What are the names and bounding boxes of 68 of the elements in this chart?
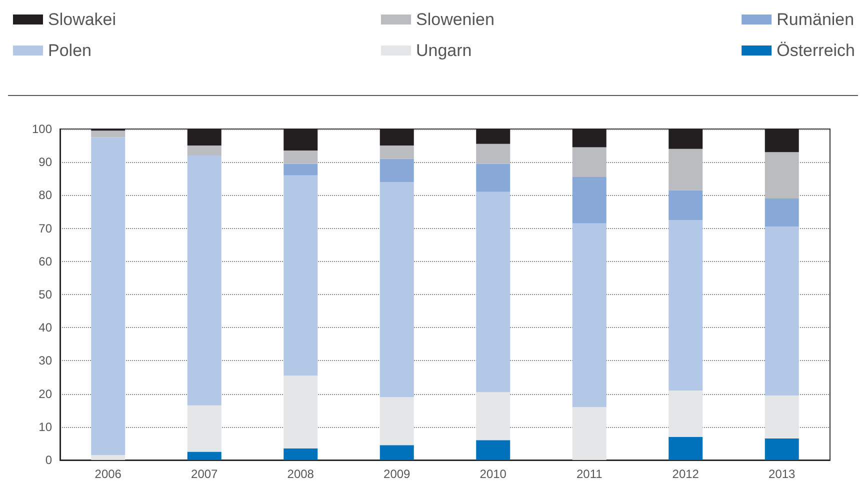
bar xyxy=(284,129,318,151)
y-tick-label: 100 xyxy=(32,122,52,136)
y-tick-label: 70 xyxy=(38,221,52,236)
bar xyxy=(764,226,799,396)
bar xyxy=(668,390,703,437)
bar xyxy=(476,144,510,164)
bar xyxy=(476,192,510,392)
x-tick-label: 2009 xyxy=(384,467,411,481)
bar xyxy=(380,445,414,460)
bar xyxy=(187,146,222,156)
bar xyxy=(764,198,799,227)
bar xyxy=(284,175,318,376)
bar xyxy=(668,129,703,149)
y-tick-label: 0 xyxy=(45,453,52,467)
legend-label: Slowenien xyxy=(416,10,494,29)
bar xyxy=(572,176,606,224)
x-tick-label: 2007 xyxy=(191,467,218,481)
bar xyxy=(572,223,606,408)
bar xyxy=(91,137,126,456)
bar xyxy=(668,436,703,460)
x-tick-label: 2008 xyxy=(287,467,314,481)
y-tick-label: 50 xyxy=(38,288,52,302)
y-tick-label: 40 xyxy=(38,320,52,335)
x-tick-label: 2012 xyxy=(672,467,700,481)
bar xyxy=(284,376,318,448)
bar xyxy=(187,155,222,406)
bar xyxy=(572,407,606,460)
bar xyxy=(380,158,414,182)
bar xyxy=(187,452,222,460)
x-tick-label: 2010 xyxy=(480,467,507,481)
bar xyxy=(476,164,510,192)
legend-label: Polen xyxy=(48,41,92,60)
bar xyxy=(476,392,510,440)
bar xyxy=(764,438,799,460)
x-tick-label: 2011 xyxy=(576,467,603,481)
bar xyxy=(572,129,606,148)
y-tick-label: 80 xyxy=(38,188,52,202)
bar xyxy=(284,164,318,176)
bar xyxy=(476,440,510,460)
bar xyxy=(91,455,126,460)
bar xyxy=(476,129,510,144)
bar xyxy=(380,129,414,146)
legend-label: Österreich xyxy=(776,41,856,60)
legend-label: Slowakei xyxy=(48,10,116,29)
bar xyxy=(668,148,703,190)
x-tick-label: 2006 xyxy=(94,467,122,481)
y-tick-label: 90 xyxy=(38,155,52,170)
bar xyxy=(284,150,318,164)
legend-label: Ungarn xyxy=(416,41,472,60)
bar xyxy=(187,405,222,452)
bar xyxy=(187,129,222,146)
y-tick-label: 20 xyxy=(38,386,52,401)
bar xyxy=(764,152,799,199)
legend-label: Rumänien xyxy=(776,10,854,29)
bar xyxy=(380,182,414,398)
bar xyxy=(91,130,126,138)
bar xyxy=(284,448,318,460)
y-tick-label: 10 xyxy=(38,420,52,434)
bar xyxy=(764,129,799,152)
y-tick-label: 60 xyxy=(38,254,52,268)
y-tick-label: 30 xyxy=(38,354,52,368)
bar xyxy=(572,147,606,177)
bar xyxy=(764,395,799,438)
bar xyxy=(668,190,703,220)
bar xyxy=(668,220,703,390)
bar xyxy=(380,397,414,446)
bar xyxy=(380,146,414,159)
x-tick-label: 2013 xyxy=(768,467,796,481)
